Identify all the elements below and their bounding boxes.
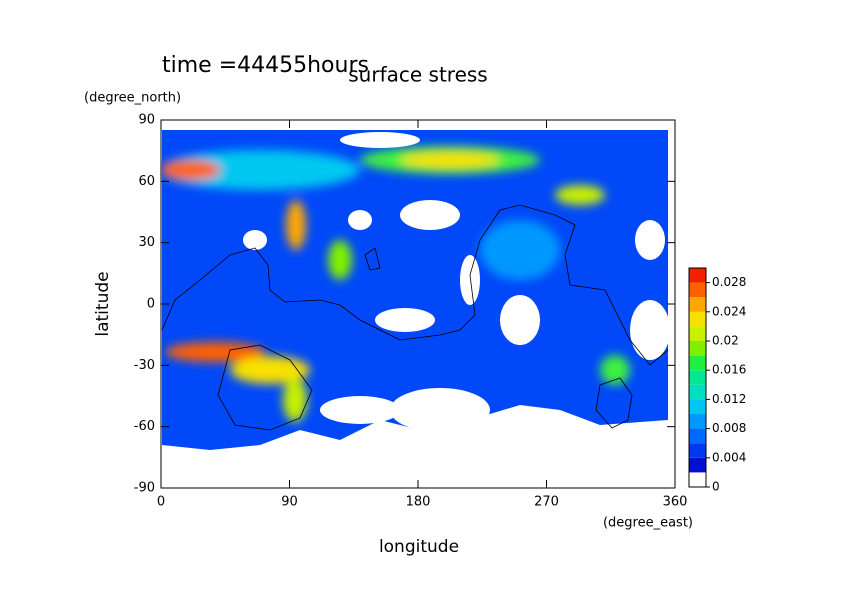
colorbar-tick-label: 0.008	[712, 421, 746, 435]
colorbar-tick-label: 0	[712, 480, 720, 494]
colorbar-tick-label: 0.012	[712, 392, 746, 406]
colorbar-swatch	[689, 414, 706, 429]
coastlines	[161, 204, 669, 431]
y-tick-label: 60	[138, 174, 155, 189]
colorbar-swatch	[689, 311, 706, 327]
colorbar-frame	[688, 267, 707, 488]
field-gaps	[243, 132, 670, 455]
y-tick-label: 90	[138, 113, 155, 128]
colorbar-swatch	[689, 384, 706, 400]
colorbar-swatch	[689, 282, 706, 298]
colorbar-swatch	[689, 326, 706, 341]
x-tick-label: 90	[281, 495, 298, 510]
colorbar-swatch	[689, 297, 706, 312]
y-tick-label: -30	[134, 358, 155, 373]
colorbar-tick-label: 0.024	[712, 304, 746, 318]
x-axis-title: longitude	[379, 537, 459, 557]
colorbar-tick-label: 0.028	[712, 275, 746, 289]
colorbar-swatch	[689, 370, 706, 385]
x-tick-label: 360	[663, 495, 688, 510]
colorbar-tick-label: 0.02	[712, 334, 739, 348]
colorbar-swatch	[689, 399, 706, 414]
field	[161, 130, 670, 455]
x-tick-label: 270	[534, 495, 559, 510]
y-tick-label: 0	[147, 297, 155, 312]
y-tick-label: 30	[138, 235, 155, 250]
x-tick-label: 180	[406, 495, 431, 510]
colorbar-swatch	[689, 341, 706, 356]
x-tick-label: 0	[157, 495, 165, 510]
field-highs	[161, 146, 630, 422]
chart-title: surface stress	[348, 63, 487, 87]
y-tick-label: -90	[134, 481, 155, 496]
x-unit: (degree_east)	[603, 516, 693, 531]
colorbar-swatch	[689, 268, 706, 283]
colorbar-swatch	[689, 355, 706, 371]
y-unit: (degree_north)	[84, 91, 181, 106]
colorbar-swatch	[689, 472, 706, 487]
colorbar-swatch	[689, 443, 706, 458]
colorbar-tick-label: 0.004	[712, 450, 746, 464]
colorbar-swatch	[689, 457, 706, 473]
y-tick-label: -60	[134, 419, 155, 434]
colorbar-swatch	[689, 428, 706, 444]
subtitle: time =44455hours	[162, 53, 369, 78]
colorbar-tick-label: 0.016	[712, 363, 746, 377]
y-axis-title: latitude	[93, 271, 113, 336]
